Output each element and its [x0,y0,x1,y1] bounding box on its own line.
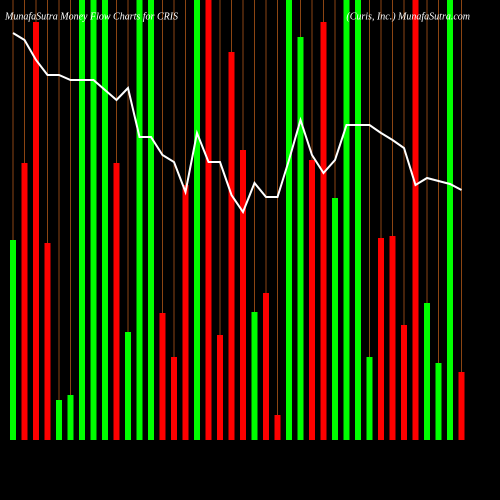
bar [309,160,315,440]
bar [217,335,223,440]
bar [320,22,327,440]
bar [458,372,465,440]
money-flow-line [12,32,462,215]
bar [297,37,304,440]
bar [366,357,373,440]
bar [332,198,338,440]
bar [435,363,442,440]
bar [447,0,453,440]
bar [102,0,108,440]
bar [205,0,212,440]
bar [113,163,120,440]
bar [343,0,350,440]
bar [378,238,384,440]
bar [263,293,269,440]
bar [10,240,16,440]
lines [12,32,462,215]
bar [286,0,292,440]
bar [33,22,39,440]
bar [424,303,430,440]
chart-subtitle: (Curis, Inc.) MunafaSutra.com [346,11,470,22]
bar [274,415,281,440]
bar [240,150,246,440]
bar [159,313,166,440]
bar [56,400,62,440]
bar [44,243,51,440]
chart-title: MunafaSutra Money Flow Charts for CRIS [4,11,178,22]
bar [412,0,419,440]
bar [79,0,85,440]
bar [90,0,97,440]
bar [67,395,74,440]
bar [182,185,189,440]
bar [251,312,258,440]
bar [21,163,28,440]
bars [10,0,465,440]
bar [136,0,143,440]
bar [389,236,396,440]
bar [148,0,154,440]
bar [171,357,177,440]
bar [355,0,361,440]
bar [228,52,235,440]
bar [194,0,200,440]
bar [125,332,131,440]
bar [401,325,407,440]
